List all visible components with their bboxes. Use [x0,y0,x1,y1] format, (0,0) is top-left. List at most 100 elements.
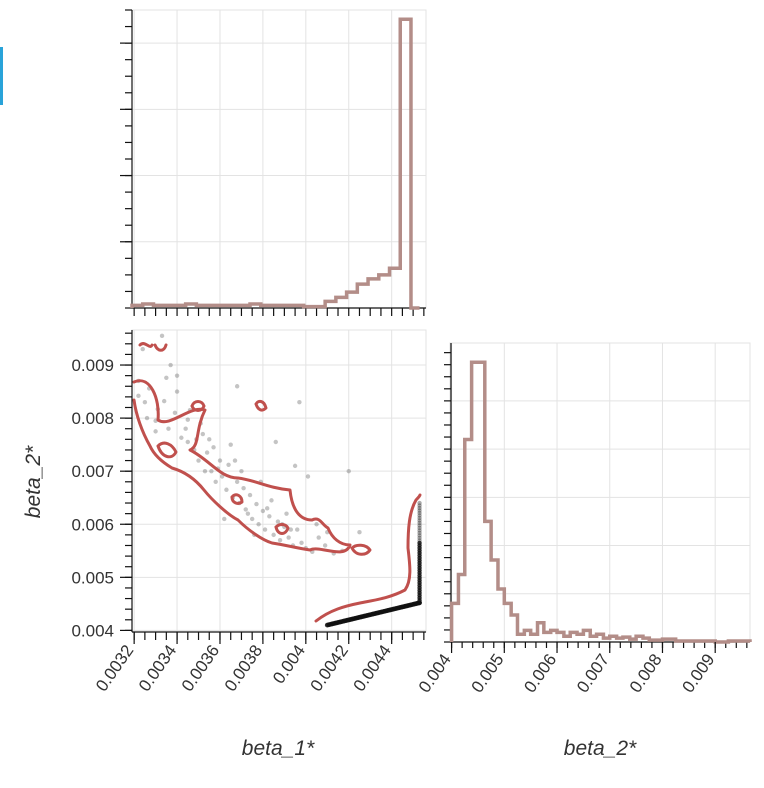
dense-vertical-point-40 [417,500,422,506]
scatter-point-8 [166,426,171,431]
scatter-point-66 [357,530,362,535]
scatter-point-78 [264,506,270,511]
dense-vertical-point-32 [417,520,422,526]
scatter-point-80 [202,468,208,474]
x-tick-label-beta1-4: 0.004 [269,641,309,687]
dense-vertical-point-38 [417,505,422,511]
scatter-point-68 [234,384,240,389]
contour-line-1 [138,342,154,348]
dense-vertical-point-31 [417,523,422,528]
scatter-point-30 [241,485,246,491]
scatter-point-53 [217,458,223,463]
scatter-point-21 [209,468,214,474]
scatter-point-40 [275,519,281,524]
scatter-point-82 [183,426,188,431]
scatter-point-57 [222,516,227,522]
scatter-point-76 [314,522,319,527]
scatter-point-39 [271,532,276,538]
scatter-point-26 [226,462,231,468]
x-tick-label-beta2-3: 0.007 [573,650,613,696]
scatter-point-38 [267,514,272,519]
y-axis-title-beta-2: beta_2* [22,445,45,518]
hist1-step-line [130,17,420,310]
y-tick-label-0: 0.004 [71,621,114,640]
dense-vertical-point-36 [417,510,422,516]
scatter-point-1 [136,393,141,399]
scatter-point-64 [305,474,311,479]
dense-vertical-point-39 [417,503,422,508]
scatter-point-22 [213,479,218,484]
dense-vertical-point-35 [417,513,422,518]
contour-line-4 [254,399,268,412]
scatter-point-79 [232,458,238,463]
scatter-point-7 [164,375,169,380]
scatter-point-18 [196,458,201,463]
scatter-point-9 [172,410,178,415]
scatter-point-60 [284,511,289,516]
scatter-point-49 [316,535,321,540]
x-tick-label-beta2-5: 0.009 [679,650,719,696]
scatter-point-50 [322,543,328,548]
y-tick-label-3: 0.007 [71,462,114,481]
x-tick-label-beta1-5: 0.0042 [307,641,352,694]
dense-vertical-point-24 [417,540,422,546]
x-tick-label-beta1-0: 0.0032 [92,641,137,694]
selection-marker [0,47,3,105]
dense-vertical-point-26 [417,535,422,541]
scatter-point-54 [228,442,233,447]
scatter-point-36 [260,508,266,514]
y-tick-label-5: 0.009 [71,356,114,375]
scatter-contour-panel: 0.0040.0050.0060.0070.0080.0090.00320.00… [71,329,427,695]
scatter-point-5 [161,398,167,404]
x-tick-label-beta1-2: 0.0036 [178,641,223,694]
contour-line-6 [274,523,290,535]
x-axis-title-beta-1: beta_1* [242,737,315,760]
contour-line-2 [153,343,168,352]
scatter-point-12 [174,389,180,394]
scatter-point-35 [256,522,261,527]
histogram-beta-1-panel [120,9,427,316]
scatter-point-62 [273,439,278,445]
scatter-point-56 [207,437,212,442]
scatter-point-73 [245,511,251,516]
scatter-point-41 [277,537,283,543]
scatter-point-19 [200,431,206,437]
scatter-point-25 [224,487,229,492]
scatter-point-63 [292,463,298,469]
scatter-point-14 [159,333,165,339]
dense-vertical-point-34 [417,515,422,521]
scatter-point-46 [299,540,304,546]
scatter-point-2 [142,399,148,405]
scatter-point-65 [346,468,351,474]
scatter-point-69 [174,373,180,378]
scatter-point-28 [234,479,240,484]
x-tick-label-beta1-1: 0.0034 [135,641,180,694]
scatter-point-83 [153,429,158,434]
contour-line-8 [156,441,178,459]
hist2-step-line [449,360,752,644]
scatter-point-72 [211,445,216,450]
y-tick-label-1: 0.005 [71,568,114,587]
contour-line-0 [132,379,352,554]
scatter-point-84 [144,415,150,421]
x-tick-label-beta1-6: 0.0044 [350,641,395,694]
scatter-point-10 [179,435,184,440]
x-tick-label-beta1-3: 0.0038 [221,641,266,694]
scatter-point-43 [286,535,291,540]
dense-vertical-point-28 [417,530,422,536]
dense-vertical-point-29 [417,528,422,533]
dense-vertical-point-30 [417,525,422,531]
hist1-frame [131,9,427,309]
contour-line-3 [190,400,206,412]
scatter-point-31 [243,507,248,512]
x-axis-title-beta-2: beta_2* [564,737,637,760]
dense-vertical-point-25 [417,538,422,543]
histogram-beta-2-panel: 0.004 0.005 0.006 0.007 0.008 0.009 [415,342,752,696]
scatter-point-45 [295,527,300,532]
x-tick-label-beta2-1: 0.005 [468,650,508,696]
dense-vertical-point-27 [417,533,422,538]
scatter-point-37 [262,527,268,532]
hist2-frame [449,342,751,643]
dense-vertical-point-37 [417,508,422,513]
